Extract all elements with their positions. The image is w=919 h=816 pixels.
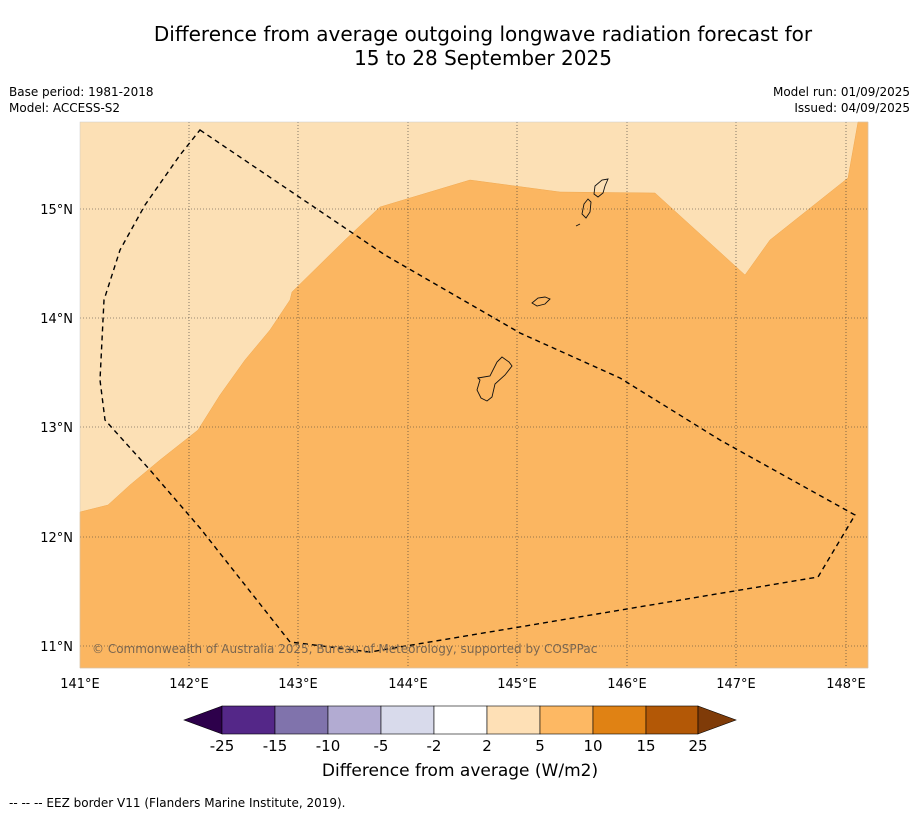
meta-left: Base period: 1981-2018 Model: ACCESS-S2 xyxy=(9,84,154,116)
colorbar xyxy=(183,705,737,735)
lon-tick-148: 148°E xyxy=(826,677,866,692)
eez-border xyxy=(99,129,856,653)
cb-tick-9: 15 xyxy=(636,737,655,755)
cb-tick-5: -2 xyxy=(427,737,442,755)
islands xyxy=(476,178,609,402)
model-run: Model run: 01/09/2025 xyxy=(772,85,910,99)
lat-tick-14: 14°N xyxy=(40,312,73,327)
map-title: Difference from average outgoing longwav… xyxy=(0,22,919,70)
model-name: Model: ACCESS-S2 xyxy=(9,101,121,115)
cb-tick-4: -5 xyxy=(374,737,389,755)
issued-date: Issued: 04/09/2025 xyxy=(794,101,910,115)
island-rota xyxy=(531,296,551,307)
colorbar-bin-9 xyxy=(645,705,699,735)
cb-tick-2: -15 xyxy=(263,737,288,755)
lon-tick-141: 141°E xyxy=(60,677,100,692)
map-frame xyxy=(79,121,869,669)
cb-tick-7: 5 xyxy=(535,737,545,755)
lon-tick-labels: 141°E 142°E 143°E 144°E 145°E 146°E 147°… xyxy=(60,677,866,692)
lon-tick-143: 143°E xyxy=(278,677,318,692)
lon-tick-144: 144°E xyxy=(388,677,428,692)
lon-tick-142: 142°E xyxy=(169,677,209,692)
colorbar-bin-2 xyxy=(274,705,329,735)
cb-tick-8: 10 xyxy=(583,737,602,755)
gridlines xyxy=(80,122,868,668)
cb-tick-6: 2 xyxy=(482,737,492,755)
base-period: Base period: 1981-2018 xyxy=(9,85,154,99)
island-saipan xyxy=(593,178,609,198)
colorbar-bin-8 xyxy=(592,705,647,735)
meta-right: Model run: 01/09/2025 Issued: 04/09/2025 xyxy=(773,84,910,116)
lat-tick-11: 11°N xyxy=(40,640,73,655)
lat-tick-12: 12°N xyxy=(40,531,73,546)
island-aguijan xyxy=(575,223,581,227)
lat-tick-15: 15°N xyxy=(40,203,73,218)
cb-tick-1: -25 xyxy=(210,737,235,755)
copyright-text: © Commonwealth of Australia 2025, Bureau… xyxy=(92,642,597,656)
lon-tick-145: 145°E xyxy=(497,677,537,692)
colorbar-tick-labels: -25 -15 -10 -5 -2 2 5 10 15 25 xyxy=(210,737,708,755)
eez-footnote: -- -- -- EEZ border V11 (Flanders Marine… xyxy=(9,796,346,810)
colorbar-bin-7 xyxy=(539,705,594,735)
island-guam xyxy=(476,356,513,402)
colorbar-bin-1 xyxy=(221,705,276,735)
lon-tick-147: 147°E xyxy=(716,677,756,692)
island-tinian xyxy=(581,198,592,219)
title-line-1: Difference from average outgoing longwav… xyxy=(153,22,813,46)
colorbar-extend-high xyxy=(697,705,737,735)
lat-tick-labels: 15°N 14°N 13°N 12°N 11°N xyxy=(40,203,73,655)
colorbar-bin-6 xyxy=(486,705,541,735)
cb-tick-10: 25 xyxy=(688,737,707,755)
colorbar-bin-4 xyxy=(380,705,435,735)
colorbar-extend-low xyxy=(183,705,223,735)
lat-tick-13: 13°N xyxy=(40,421,73,436)
lon-tick-146: 146°E xyxy=(607,677,647,692)
title-line-2: 15 to 28 September 2025 xyxy=(354,46,612,70)
colorbar-bin-5 xyxy=(433,705,488,735)
colorbar-label: Difference from average (W/m2) xyxy=(321,761,599,781)
cb-tick-3: -10 xyxy=(316,737,341,755)
colorbar-bin-3 xyxy=(327,705,382,735)
